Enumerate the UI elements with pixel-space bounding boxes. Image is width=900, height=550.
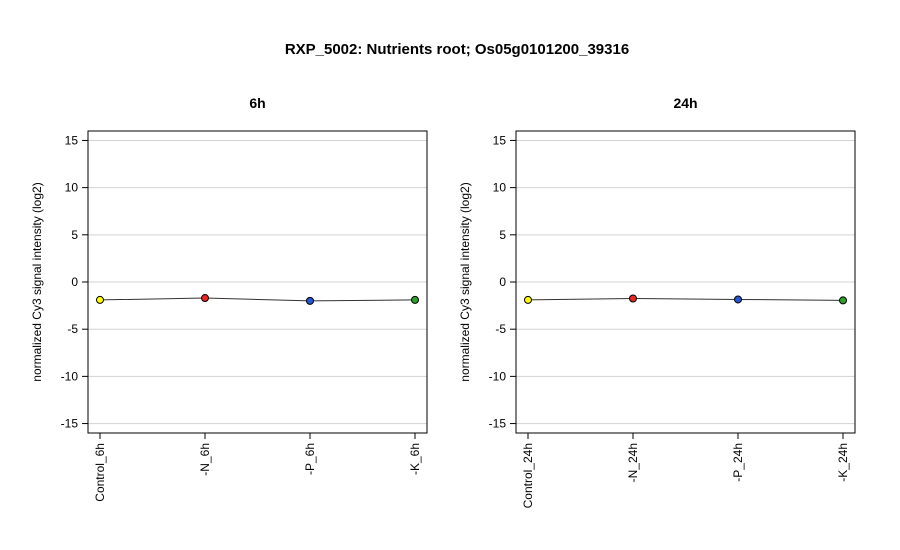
y-tick-label: 5	[71, 228, 78, 242]
x-tick-label: Control_6h	[93, 443, 107, 502]
data-point	[96, 295, 104, 304]
x-tick-label: -N_6h	[198, 443, 212, 476]
y-axis-label: normalized Cy3 signal intensity (log2)	[30, 182, 44, 381]
panel-6h: 6h -15 -10 -5 0 5 10 15 normalized Cy3 signal in…	[30, 95, 428, 502]
y-tick-label: -5	[495, 322, 506, 336]
y-tick-label: 0	[71, 275, 78, 289]
x-tick-label: -P_6h	[303, 443, 317, 475]
x-tick-label: -N_24h	[626, 443, 640, 482]
data-point	[839, 296, 847, 305]
x-tick-label: -P_24h	[731, 443, 745, 482]
figure-title: RXP_5002: Nutrients root; Os05g0101200_3…	[285, 41, 629, 58]
data-point	[411, 295, 419, 304]
y-tick-label: -15	[61, 417, 79, 431]
x-tick-label: -K_6h	[408, 443, 422, 475]
x-tick-label: Control_24h	[521, 443, 535, 508]
y-tick-label: 10	[65, 181, 79, 195]
panel-24h: 24h -15 -10 -5 0 5 10 15 normalized Cy3 signal i…	[458, 95, 856, 508]
y-tick-label: 15	[493, 133, 507, 147]
y-tick-label: 15	[65, 133, 79, 147]
data-point	[524, 295, 532, 304]
y-tick-label: 5	[499, 228, 506, 242]
y-tick-label: -5	[67, 322, 78, 336]
series-line	[527, 298, 844, 301]
panel-title: 6h	[249, 95, 265, 111]
series-line	[99, 297, 416, 302]
data-point	[306, 296, 314, 305]
y-tick-label: 0	[499, 275, 506, 289]
panel-title: 24h	[673, 95, 697, 111]
y-tick-label: -10	[61, 369, 79, 383]
data-point	[201, 294, 209, 303]
y-axis-label: normalized Cy3 signal intensity (log2)	[458, 182, 472, 381]
plot-frame	[87, 130, 428, 434]
plot-frame	[515, 130, 856, 434]
x-tick-label: -K_24h	[836, 443, 850, 482]
data-point	[629, 294, 637, 303]
y-tick-label: 10	[493, 181, 507, 195]
data-point	[734, 295, 742, 304]
y-tick-label: -10	[489, 369, 507, 383]
y-tick-label: -15	[489, 417, 507, 431]
